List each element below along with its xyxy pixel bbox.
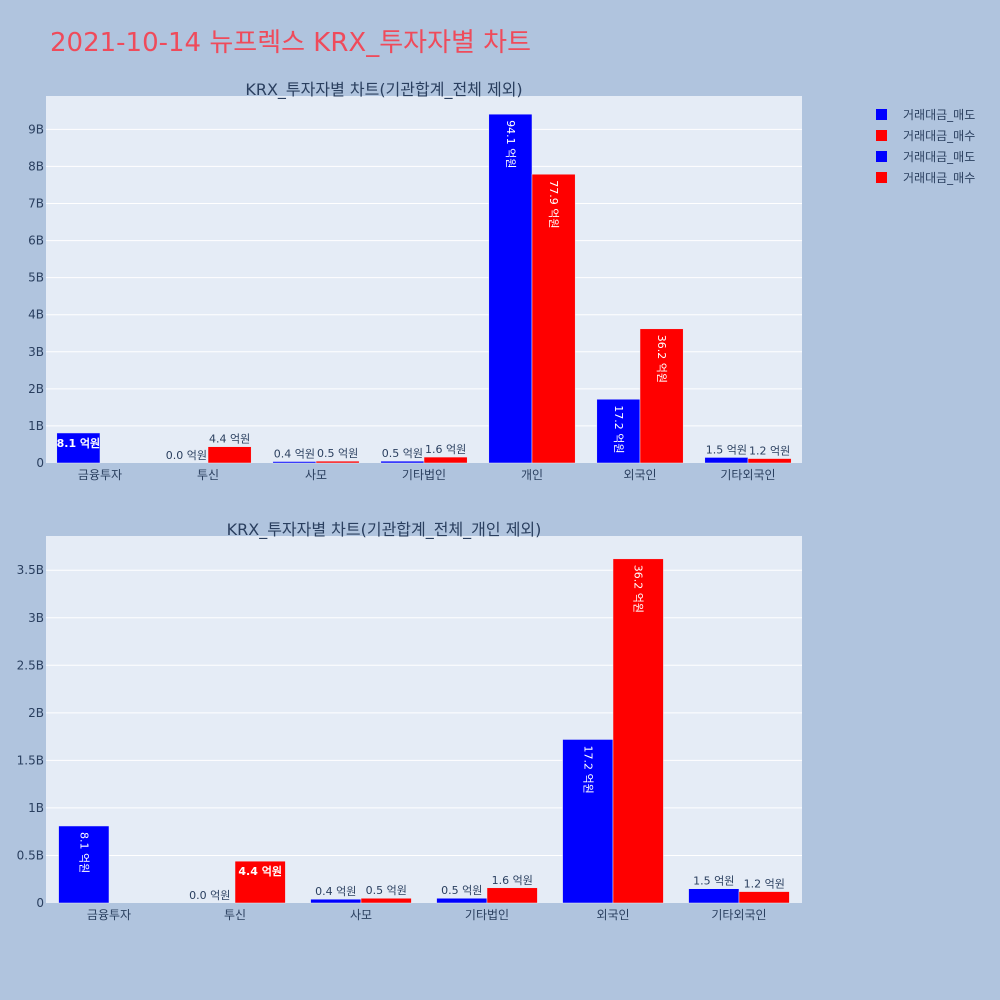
data-label: 17.2 억원 <box>612 405 625 453</box>
y-tick-label: 1B <box>28 801 44 815</box>
legend-item[interactable]: 거래대금_매도 <box>876 104 975 125</box>
chart-title: KRX_투자자별 차트(기관합계_전체 제외) <box>245 80 522 100</box>
data-label: 0.5 억원 <box>366 884 407 897</box>
x-tick-label: 금융투자 <box>87 908 131 922</box>
x-tick-label: 투신 <box>224 908 246 922</box>
bar <box>531 173 576 464</box>
x-tick-label: 개인 <box>521 468 543 482</box>
data-label: 94.1 억원 <box>504 120 517 168</box>
data-label: 1.2 억원 <box>749 445 790 458</box>
data-label: 17.2 억원 <box>581 745 594 793</box>
bar <box>738 891 790 904</box>
y-tick-label: 1B <box>28 419 44 433</box>
x-tick-label: 투신 <box>197 468 219 482</box>
data-label: 4.4 억원 <box>238 864 282 878</box>
page-title: 2021-10-14 뉴프렉스 KRX_투자자별 차트 <box>50 28 532 58</box>
data-label: 4.4 억원 <box>209 433 250 446</box>
data-label: 36.2 억원 <box>632 565 645 613</box>
data-label: 1.2 억원 <box>744 878 785 891</box>
legend-item[interactable]: 거래대금_매수 <box>876 167 975 188</box>
data-label: 0.5 억원 <box>317 447 358 460</box>
chart-top: KRX_투자자별 차트(기관합계_전체 제외) 0 1B 2B 3B 4B 5B 6B 7B 8B… <box>28 80 802 482</box>
x-tick-label: 외국인 <box>623 468 656 482</box>
y-tick-label: 3B <box>28 345 44 359</box>
legend[interactable]: 거래대금_매도 거래대금_매수 거래대금_매도 거래대금_매수 <box>876 104 975 188</box>
y-tick-label: 7B <box>28 197 44 211</box>
y-tick-label: 3B <box>28 611 44 625</box>
y-tick-label: 4B <box>28 308 44 322</box>
legend-item[interactable]: 거래대금_매도 <box>876 146 975 167</box>
legend-label: 거래대금_매도 <box>903 108 976 122</box>
legend-label: 거래대금_매도 <box>903 150 976 164</box>
data-label: 1.5 억원 <box>706 443 747 456</box>
y-tick-label: 6B <box>28 234 44 248</box>
legend-swatch <box>876 151 887 162</box>
y-tick-label: 0 <box>36 896 44 910</box>
x-tick-label: 기타법인 <box>402 468 446 482</box>
data-label: 0.4 억원 <box>274 448 315 461</box>
bar <box>423 456 468 464</box>
data-label: 36.2 억원 <box>655 335 668 383</box>
legend-item[interactable]: 거래대금_매수 <box>876 125 975 146</box>
bar <box>56 432 101 464</box>
bar <box>747 458 792 464</box>
bar <box>310 898 362 904</box>
bar <box>596 398 641 464</box>
bar <box>234 860 286 904</box>
bar <box>207 446 252 464</box>
data-label: 1.6 억원 <box>492 874 533 887</box>
y-tick-label: 0.5B <box>17 848 44 862</box>
data-label: 77.9 억원 <box>547 180 560 228</box>
x-tick-label: 기타외국인 <box>711 908 766 922</box>
data-label: 0.0 억원 <box>166 449 207 462</box>
bar <box>488 113 533 464</box>
bar <box>315 460 360 464</box>
x-tick-label: 기타법인 <box>465 908 509 922</box>
data-label: 0.5 억원 <box>441 884 482 897</box>
y-tick-label: 9B <box>28 122 44 136</box>
y-tick-label: 5B <box>28 271 44 285</box>
x-tick-label: 금융투자 <box>78 468 122 482</box>
x-tick-label: 외국인 <box>596 908 629 922</box>
y-tick-label: 3.5B <box>17 563 44 577</box>
bar <box>360 897 412 904</box>
x-tick-label: 기타외국인 <box>720 468 775 482</box>
bar <box>486 887 538 904</box>
legend-swatch <box>876 130 887 141</box>
legend-label: 거래대금_매수 <box>903 129 976 143</box>
chart-title: KRX_투자자별 차트(기관합계_전체_개인 제외) <box>227 520 542 540</box>
data-label: 0.4 억원 <box>315 885 356 898</box>
y-tick-label: 2B <box>28 382 44 396</box>
bar <box>612 558 664 904</box>
legend-swatch <box>876 109 887 120</box>
plot-area <box>46 536 802 903</box>
legend-label: 거래대금_매수 <box>903 171 976 185</box>
data-label: 8.1 억원 <box>77 832 90 873</box>
bar <box>639 328 684 464</box>
y-tick-label: 2.5B <box>17 658 44 672</box>
data-label: 8.1 억원 <box>57 436 101 450</box>
x-tick-label: 사모 <box>305 468 327 482</box>
data-label: 0.5 억원 <box>382 447 423 460</box>
data-label: 1.5 억원 <box>693 875 734 888</box>
legend-swatch <box>876 172 887 183</box>
y-tick-label: 1.5B <box>17 753 44 767</box>
y-tick-label: 0 <box>36 456 44 470</box>
bar <box>688 888 740 904</box>
bar <box>436 897 488 904</box>
data-label: 0.0 억원 <box>189 889 230 902</box>
chart-bottom: KRX_투자자별 차트(기관합계_전체_개인 제외) 0 0.5B 1B 1.5B 2B 2… <box>17 520 802 922</box>
y-tick-label: 8B <box>28 159 44 173</box>
bar <box>58 825 110 904</box>
data-label: 1.6 억원 <box>425 443 466 456</box>
y-tick-label: 2B <box>28 706 44 720</box>
x-tick-label: 사모 <box>350 908 372 922</box>
